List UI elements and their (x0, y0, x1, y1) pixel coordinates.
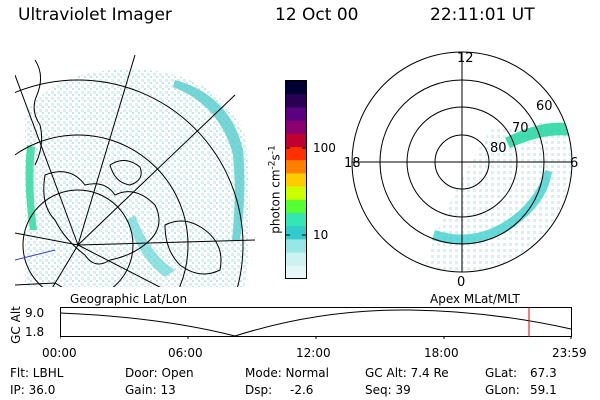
geo-grid (15, 55, 255, 287)
x-tick-2359: 23:59 (552, 346, 587, 360)
x-tick-1800: 18:00 (424, 346, 459, 360)
altitude-timeline (60, 307, 572, 339)
colorbar-stripe (286, 186, 306, 201)
mlt-label-12: 12 (457, 51, 474, 66)
date-label: 12 Oct 00 (275, 5, 359, 25)
door-info: Door: Open (125, 366, 194, 380)
mlt-label-18: 18 (344, 156, 361, 171)
polar-grid (351, 51, 573, 273)
reference-line (15, 249, 56, 261)
apex-polar-panel: 12 18 6 0 60 70 80 (344, 51, 578, 290)
colorbar-stripe (286, 147, 306, 161)
y-tick-1-8: 1.8 (25, 325, 45, 339)
ip-info: IP: 36.0 (10, 383, 56, 397)
colorbar-stripe (286, 199, 306, 214)
dsp-value: -2.6 (290, 383, 314, 397)
x-tick-0600: 06:00 (168, 346, 203, 360)
colorbar-unit-label: photon cm-2s-1 (267, 145, 283, 234)
auroral-band-south (127, 215, 175, 277)
lat-label-60: 60 (536, 99, 553, 114)
lat-label-80: 80 (490, 141, 507, 156)
geographic-label: Geographic Lat/Lon (70, 292, 188, 306)
colorbar-stripe (286, 120, 306, 135)
glat-label: GLat: (485, 366, 518, 380)
colorbar-stripe (286, 252, 306, 267)
polar-auroral-oval-dawn (505, 122, 572, 148)
colorbar-stripe (286, 173, 306, 188)
glon-value: 59.1 (530, 383, 557, 397)
mlt-label-6: 6 (570, 156, 578, 171)
colorbar-stripe (286, 133, 306, 148)
instrument-title: Ultraviolet Imager (18, 5, 172, 25)
lat-label-70: 70 (512, 121, 529, 136)
dsp-label: Dsp: (245, 383, 273, 397)
mode-info: Mode: Normal (245, 366, 329, 380)
x-tick-1200: 12:00 (296, 346, 331, 360)
auroral-band-west (25, 145, 37, 230)
colorbar-stripe (286, 239, 306, 254)
y-tick-9: 9.0 (25, 306, 45, 320)
colorbar-stripe (286, 265, 306, 280)
colorbar-stripe (286, 107, 306, 122)
colorbar-stripe (286, 81, 306, 95)
colorbar-stripe (286, 226, 306, 240)
coastlines (15, 59, 222, 287)
seq-info: Seq: 39 (365, 383, 411, 397)
colorbar-tick-10: 10 (313, 228, 329, 242)
altitude-curve (60, 309, 572, 337)
colorbar-tick-100: 100 (313, 141, 336, 155)
flt-info: Flt: LBHL (10, 366, 64, 380)
glon-label: GLon: (485, 383, 520, 397)
apex-label: Apex MLat/MLT (430, 292, 520, 306)
colorbar-stripe (286, 213, 306, 227)
colorbar-stripe (286, 94, 306, 108)
auroral-band-east (173, 80, 245, 240)
time-label: 22:11:01 UT (430, 5, 535, 25)
glat-value: 67.3 (530, 366, 557, 380)
geographic-image-panel (15, 55, 255, 287)
polar-auroral-oval-night (432, 170, 552, 245)
colorbar-stripe (286, 160, 306, 174)
x-tick-0000: 00:00 (42, 346, 77, 360)
mlt-label-0: 0 (457, 275, 465, 290)
gc-alt-info: GC Alt: 7.4 Re (365, 366, 449, 380)
color-bar (285, 80, 307, 280)
gain-info: Gain: 13 (125, 383, 176, 397)
timeline-y-label: GC Alt (9, 306, 23, 344)
